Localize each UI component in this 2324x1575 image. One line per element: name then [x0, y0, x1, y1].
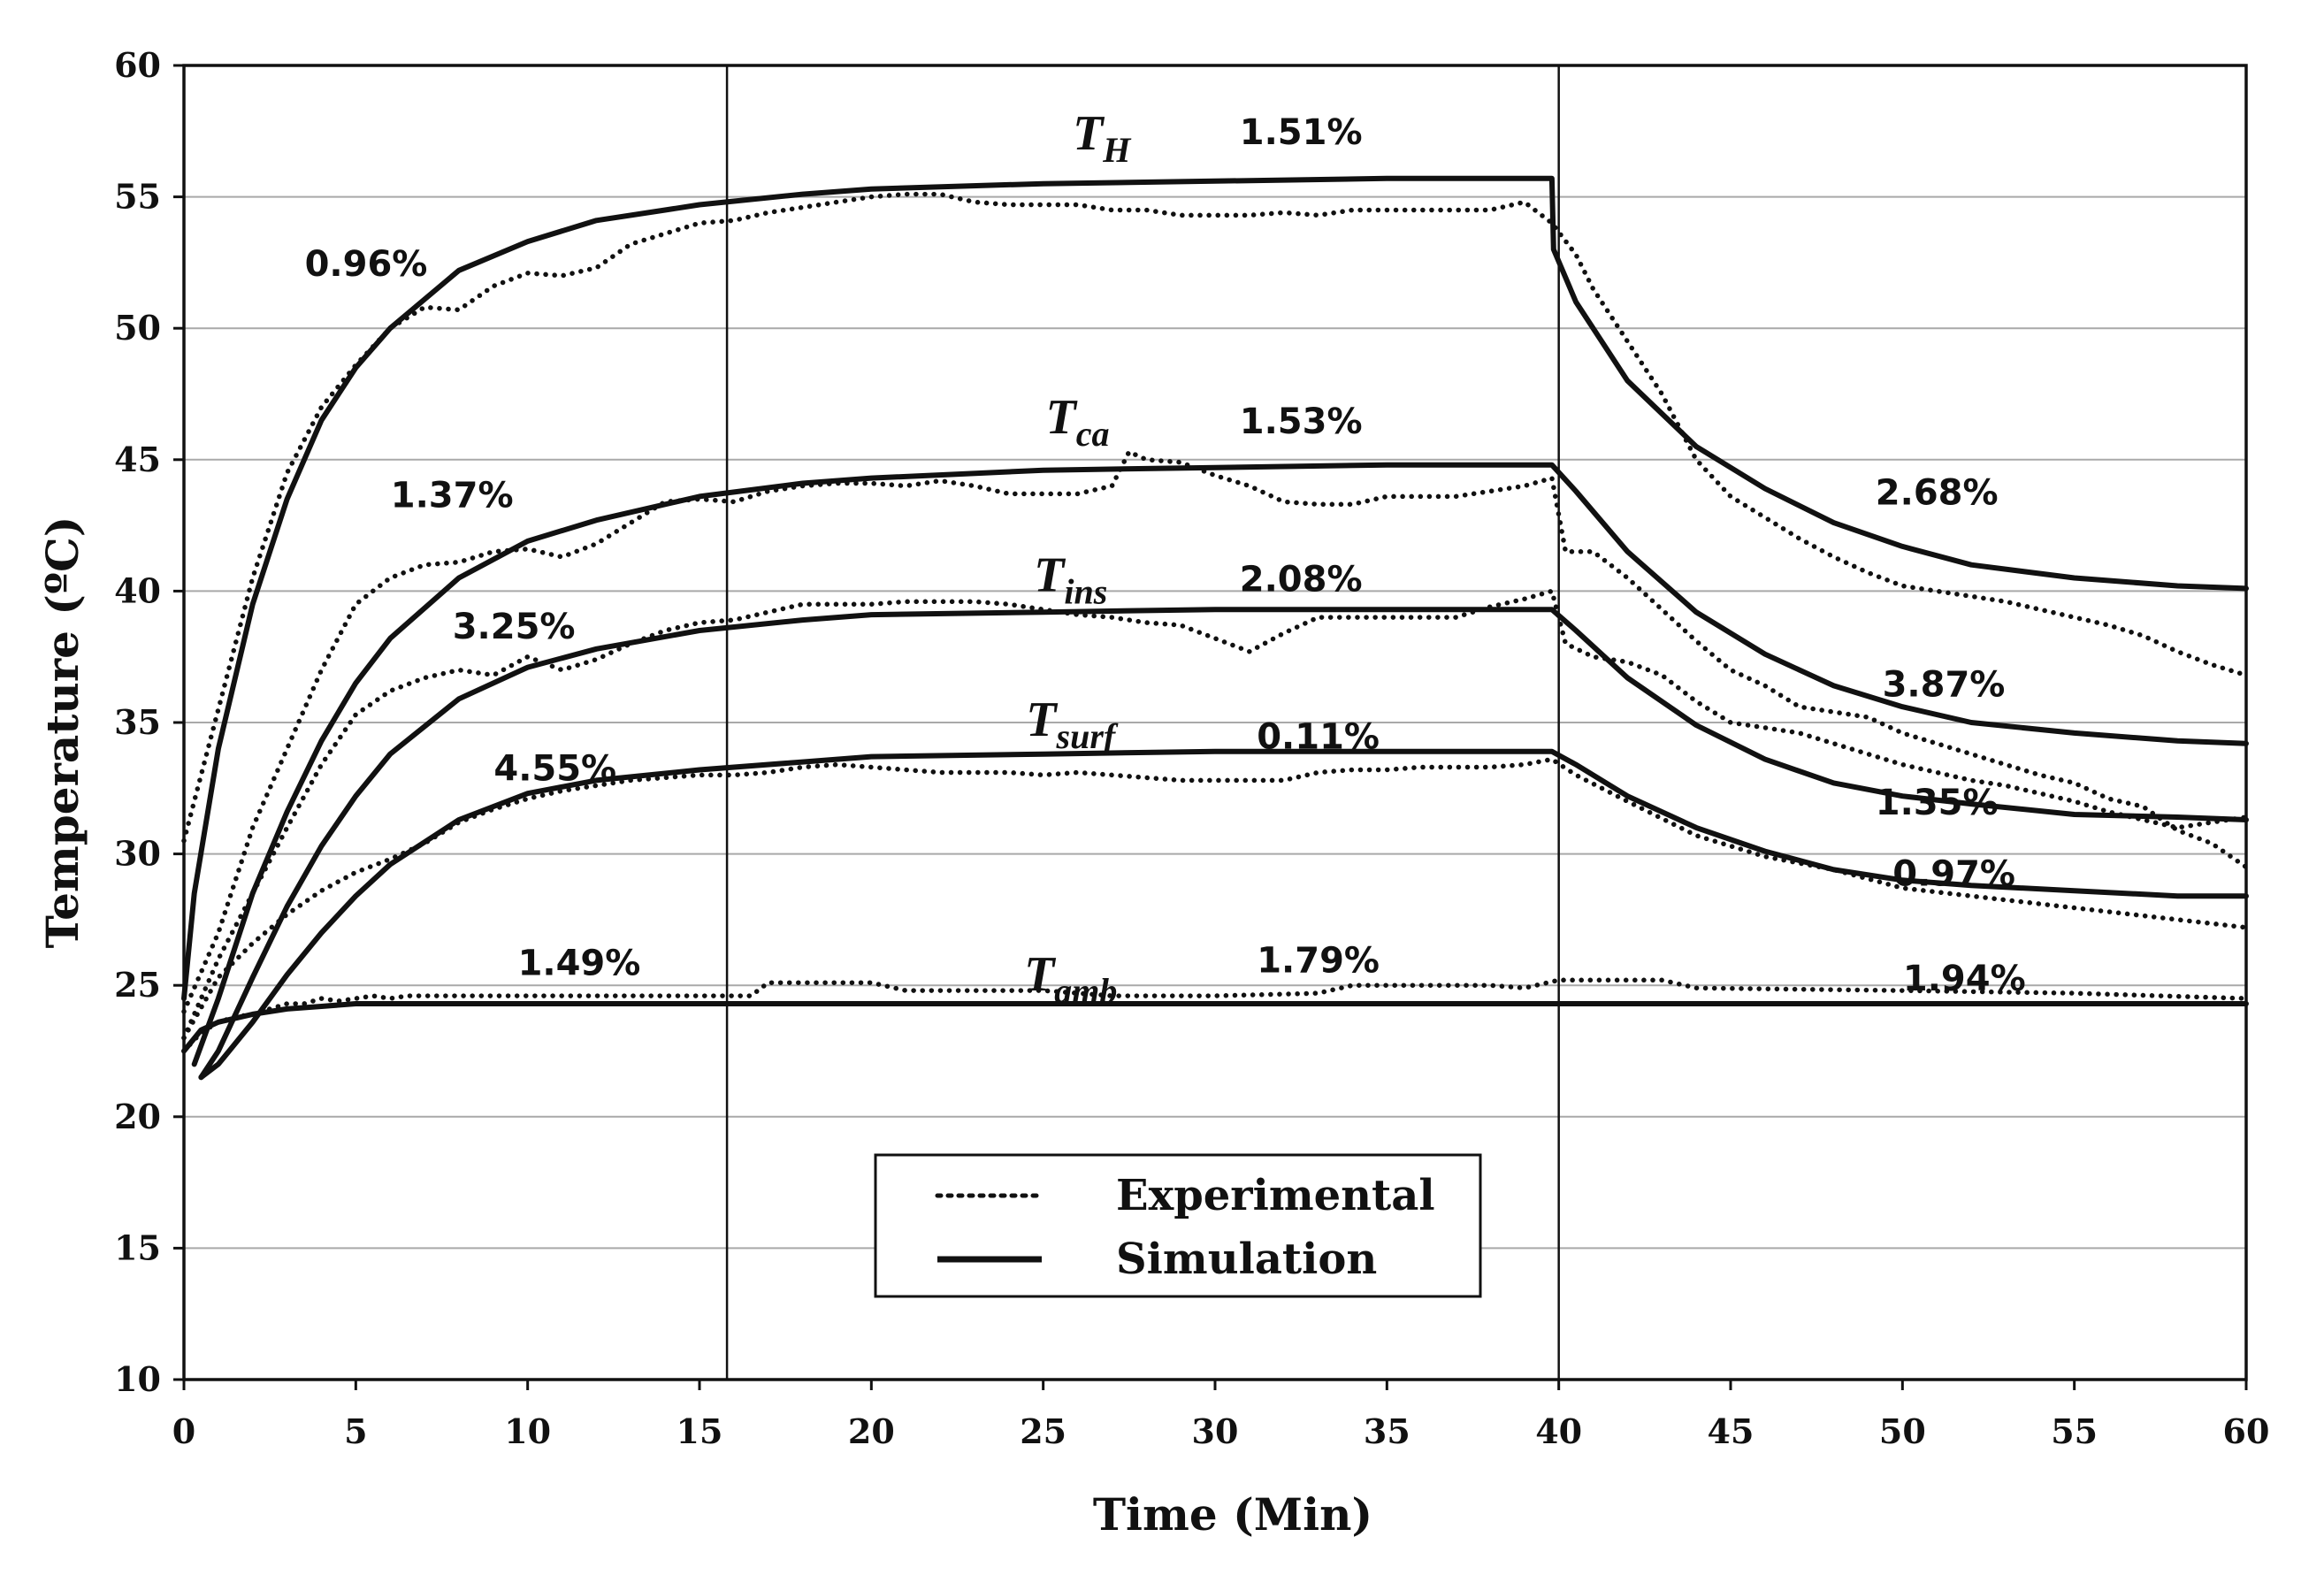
series-label-main: T [1026, 692, 1059, 747]
y-tick-label-30: 30 [114, 834, 161, 874]
error-annotation-11: 1.35% [1876, 783, 1999, 823]
series-label-t-ca: Tca [1046, 390, 1110, 454]
legend-label-simulation: Simulation [1116, 1235, 1377, 1284]
series-layer [181, 175, 2249, 1081]
series-label-main: T [1073, 106, 1105, 161]
y-tick-label-25: 25 [114, 965, 161, 1005]
x-tick-label-15: 15 [677, 1411, 723, 1451]
x-tick-label-40: 40 [1535, 1411, 1582, 1451]
series-line-tca-exp [181, 449, 2249, 1014]
error-annotation-13: 1.49% [518, 943, 641, 983]
series-label-subscript: ca [1076, 414, 1110, 454]
series-label-t-H: TH [1073, 106, 1132, 170]
legend-label-experimental: Experimental [1116, 1171, 1435, 1220]
series-label-main: T [1046, 390, 1079, 445]
error-annotation-12: 0.97% [1892, 853, 2015, 894]
series-line-tamb-exp [181, 977, 2249, 1054]
tick-layer: 10 15 20 25 30 35 40 45 50 55 60 0 5 10 15 20 25 30 35 40 45… [114, 45, 2269, 1451]
error-annotation-7: 3.25% [453, 607, 576, 647]
error-annotation-10: 4.55% [493, 748, 616, 789]
error-annotation-5: 2.68% [1876, 472, 1999, 513]
series-label-subscript: ins [1064, 571, 1107, 611]
x-tick-label-55: 55 [2051, 1411, 2098, 1451]
error-annotation-8: 3.87% [1883, 664, 2006, 705]
x-tick-label-60: 60 [2223, 1411, 2270, 1451]
series-label-main: T [1034, 547, 1066, 602]
y-tick-label-55: 55 [114, 177, 161, 217]
series-label-t-amb: Tamb [1024, 947, 1117, 1011]
error-annotation-2: 1.51% [1240, 112, 1363, 153]
series-label-subscript: surf [1056, 716, 1119, 756]
series-line-tsurf-sim [198, 748, 2249, 1081]
y-tick-label-40: 40 [114, 570, 161, 610]
legend-box [874, 1153, 1482, 1298]
y-tick-label-10: 10 [114, 1359, 161, 1399]
y-tick-label-35: 35 [114, 702, 161, 742]
series-line-tins-sim [198, 607, 2249, 1081]
x-tick-label-45: 45 [1708, 1411, 1754, 1451]
x-tick-label-50: 50 [1879, 1411, 1926, 1451]
series-line-th-exp [181, 191, 2249, 844]
series-label-main: T [1024, 947, 1057, 1002]
error-annotation-15: 1.94% [1903, 959, 2026, 999]
legend: Experimental Simulation [874, 1153, 1482, 1298]
error-annotation-6: 2.08% [1240, 559, 1363, 600]
error-annotation-1: 0.96% [305, 244, 428, 285]
x-tick-label-25: 25 [1020, 1411, 1066, 1451]
y-tick-label-50: 50 [114, 308, 161, 348]
y-axis-title: Temperature (ºC) [36, 516, 88, 949]
series-line-tsurf-exp [181, 756, 2249, 1041]
x-tick-label-0: 0 [172, 1411, 195, 1451]
error-annotation-4: 1.37% [391, 475, 514, 516]
x-tick-label-30: 30 [1192, 1411, 1239, 1451]
series-line-tca-sim [191, 462, 2249, 1067]
series-label-subscript: H [1102, 130, 1132, 170]
error-annotation-14: 1.79% [1257, 940, 1380, 981]
x-tick-label-20: 20 [848, 1411, 895, 1451]
y-tick-label-20: 20 [114, 1097, 161, 1136]
series-label-t-ins: Tins [1034, 547, 1107, 611]
x-tick-label-10: 10 [504, 1411, 551, 1451]
grid-layer [184, 65, 2246, 1380]
error-annotation-3: 1.53% [1240, 401, 1363, 442]
x-tick-label-5: 5 [344, 1411, 367, 1451]
series-label-t-surf: Tsurf [1026, 692, 1119, 756]
x-tick-label-35: 35 [1364, 1411, 1410, 1451]
series-line-th-sim [181, 175, 2249, 1002]
error-annotation-9: 0.11% [1257, 717, 1380, 758]
series-label-subscript: amb [1054, 971, 1117, 1011]
y-tick-label-60: 60 [114, 45, 161, 85]
y-tick-label-15: 15 [114, 1227, 161, 1267]
x-axis-title: Time (Min) [1093, 1488, 1372, 1541]
y-tick-label-45: 45 [114, 440, 161, 479]
series-line-tins-exp [181, 588, 2249, 1041]
